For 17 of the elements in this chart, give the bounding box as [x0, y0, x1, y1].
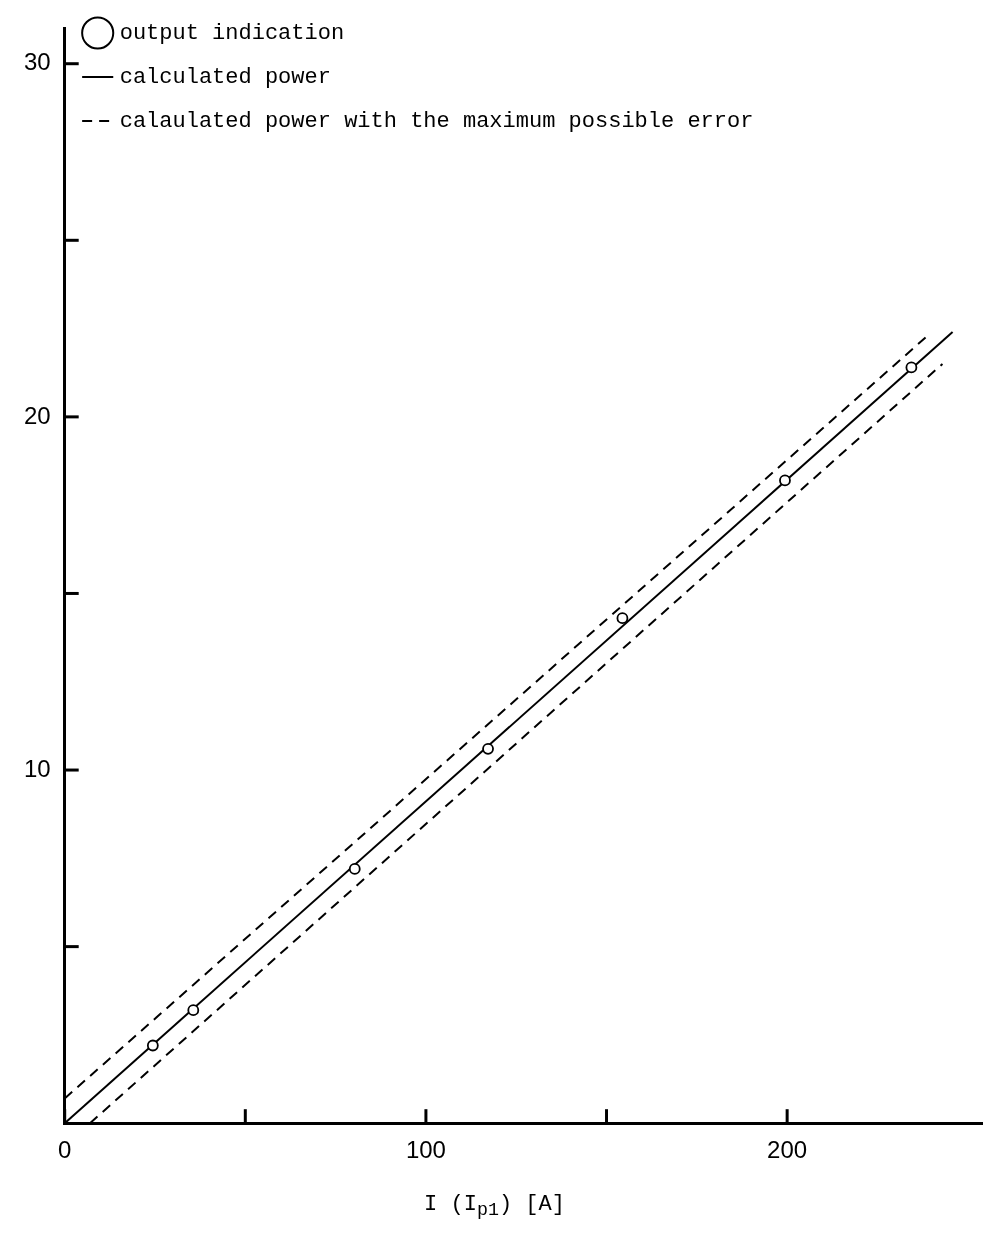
- x-tick-label: 0: [58, 1136, 72, 1164]
- legend-label: calaulated power with the maximum possible error: [119, 108, 754, 134]
- point: [905, 361, 918, 374]
- point: [348, 863, 361, 875]
- y-tick-label: 30: [23, 48, 51, 76]
- point: [482, 742, 494, 755]
- y-tick-label: 20: [23, 401, 51, 429]
- legend-label: output indication: [119, 20, 345, 46]
- x-tick-label: 200: [767, 1136, 808, 1164]
- point: [146, 1039, 159, 1052]
- legend-label: calculated power: [119, 64, 331, 90]
- x-axis-title: I (I$_{p1}$) [A]: [423, 1192, 566, 1222]
- x-tick-label: 100: [405, 1136, 446, 1164]
- point: [779, 474, 791, 487]
- y-tick-label: 10: [23, 754, 51, 782]
- point: [187, 1004, 200, 1017]
- point: [616, 612, 629, 625]
